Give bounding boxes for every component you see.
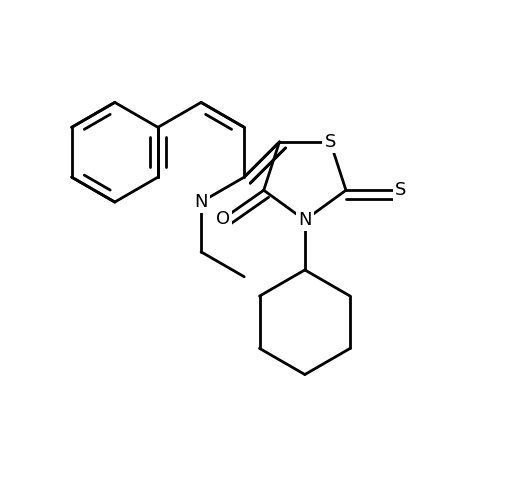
Text: O: O: [216, 210, 230, 228]
Text: N: N: [298, 211, 311, 229]
Text: N: N: [194, 193, 208, 211]
Text: S: S: [395, 181, 406, 199]
Text: S: S: [324, 133, 336, 151]
